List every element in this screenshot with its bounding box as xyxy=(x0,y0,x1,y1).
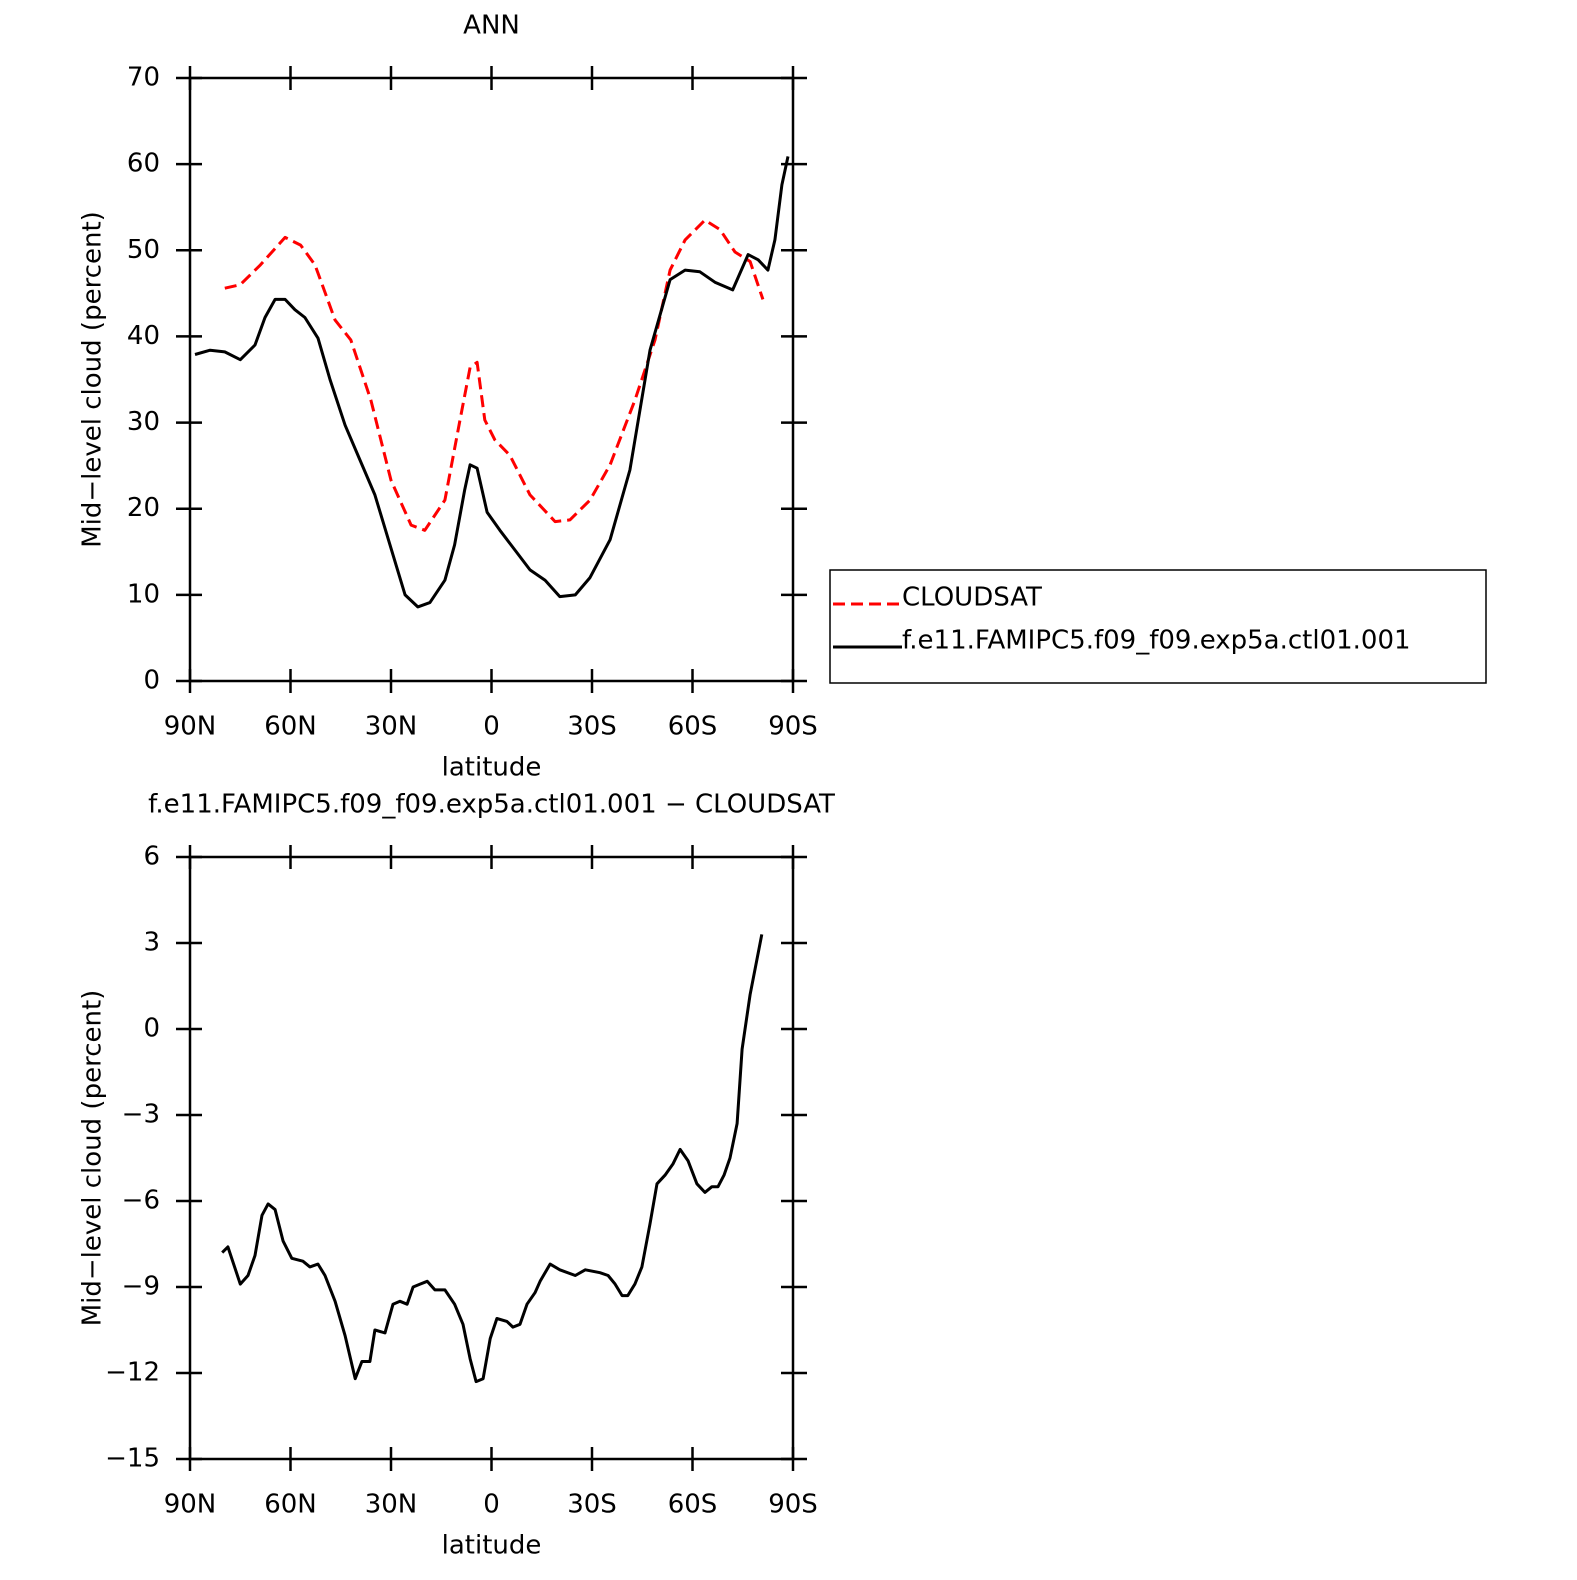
x-tick-label: 30S xyxy=(567,1490,617,1520)
y-tick-label: 40 xyxy=(127,321,160,351)
x-tick-label: 0 xyxy=(483,1490,500,1520)
x-tick-label: 90N xyxy=(164,712,217,742)
y-tick-label: −9 xyxy=(122,1272,160,1302)
legend: CLOUDSAT f.e11.FAMIPC5.f09_f09.exp5a.ctl0… xyxy=(829,569,1487,684)
x-tick-label: 0 xyxy=(483,712,500,742)
y-tick-label: 6 xyxy=(143,842,160,872)
x-tick-label: 60S xyxy=(668,712,718,742)
y-tick-label: 10 xyxy=(127,579,160,609)
plot-frame xyxy=(188,855,795,1461)
y-tick-label: −6 xyxy=(122,1186,160,1216)
y-tick-label: 3 xyxy=(143,928,160,958)
y-tick-label: 20 xyxy=(127,493,160,523)
x-tick-label: 90S xyxy=(768,712,818,742)
x-axis-label: latitude xyxy=(442,1531,542,1561)
y-tick-label: −3 xyxy=(122,1100,160,1130)
x-tick-label: 60N xyxy=(264,1490,317,1520)
x-tick-label: 30S xyxy=(567,712,617,742)
data-line xyxy=(224,218,765,532)
x-tick-label: 90N xyxy=(164,1490,217,1520)
y-tick-label: 30 xyxy=(127,407,160,437)
y-tick-label: 50 xyxy=(127,235,160,265)
y-tick-label: 60 xyxy=(127,149,160,179)
plot-frame xyxy=(188,76,795,683)
y-tick-label: −12 xyxy=(105,1358,160,1388)
x-axis-label: latitude xyxy=(442,753,542,783)
y-tick-label: 70 xyxy=(127,63,160,93)
y-tick-label: −15 xyxy=(105,1444,160,1474)
chart-title: f.e11.FAMIPC5.f09_f09.exp5a.ctl01.001 − … xyxy=(148,790,835,820)
x-tick-label: 60S xyxy=(668,1490,718,1520)
data-line xyxy=(221,934,764,1384)
y-axis-label: Mid−level cloud (percent) xyxy=(78,211,108,548)
x-tick-label: 60N xyxy=(264,712,317,742)
chart-title: ANN xyxy=(463,11,520,41)
legend-label: f.e11.FAMIPC5.f09_f09.exp5a.ctl01.001 xyxy=(902,626,1411,656)
y-axis-label: Mid−level cloud (percent) xyxy=(78,990,108,1327)
y-tick-label: 0 xyxy=(143,1014,160,1044)
legend-box xyxy=(829,569,1487,684)
x-tick-label: 30N xyxy=(365,1490,418,1520)
x-tick-label: 30N xyxy=(365,712,418,742)
data-line xyxy=(194,156,790,609)
x-tick-label: 90S xyxy=(768,1490,818,1520)
legend-label: CLOUDSAT xyxy=(902,583,1042,613)
y-tick-label: 0 xyxy=(143,666,160,696)
